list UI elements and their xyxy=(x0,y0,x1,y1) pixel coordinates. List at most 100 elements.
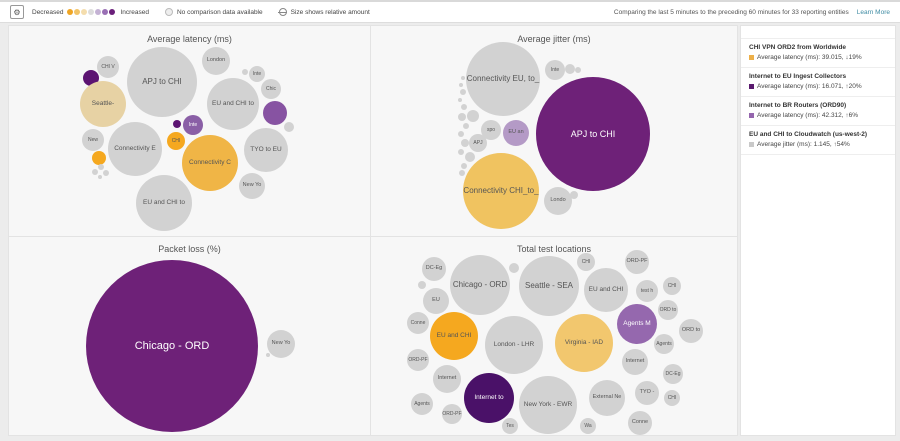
bubble-label: Agents xyxy=(414,400,430,407)
bubble-chic[interactable]: Chic xyxy=(261,79,281,99)
bubble-dot[interactable] xyxy=(458,149,464,155)
chart-title-packet-loss: Packet loss (%) xyxy=(158,244,221,254)
bubble-eu-and-chi-to[interactable]: EU and CHI to xyxy=(207,78,259,130)
bubble-dc-eg[interactable]: DC-Eg xyxy=(663,364,683,384)
learn-more-link[interactable]: Learn More xyxy=(856,8,890,16)
bubble-internet[interactable]: Internet xyxy=(433,365,461,393)
bubble-dot[interactable] xyxy=(461,76,465,80)
bubble-chi[interactable]: CHI xyxy=(664,390,680,406)
bubble-agents[interactable]: Agents xyxy=(654,334,674,354)
bubble-new-york-ewr[interactable]: New York - EWR xyxy=(519,376,577,434)
bubble-agents[interactable]: Agents xyxy=(411,393,433,415)
sidebar-entry[interactable]: CHI VPN ORD2 from Worldwide Average laten… xyxy=(741,39,895,68)
bubble-apj[interactable]: APJ xyxy=(469,134,487,152)
bubble-connectivity-c[interactable]: Connectivity C xyxy=(182,135,238,191)
bubble-label: Conne xyxy=(631,419,649,426)
bubble-dot[interactable] xyxy=(575,67,581,73)
bubble-dot[interactable] xyxy=(92,151,106,165)
bubble-ord-pf[interactable]: ORD-PF xyxy=(442,404,462,424)
bubble-eu[interactable]: EU xyxy=(423,288,449,314)
bubble-eu-and-chi[interactable]: EU and CHI xyxy=(584,268,628,312)
bubble-dot[interactable] xyxy=(459,83,463,87)
bubble-chicago-ord[interactable]: Chicago - ORD xyxy=(450,255,510,315)
bubble-dot[interactable] xyxy=(459,170,465,176)
bubble-agents-m[interactable]: Agents M xyxy=(617,304,657,344)
bubble-dot[interactable] xyxy=(570,191,578,199)
bubble-londo[interactable]: Londo xyxy=(544,187,572,215)
bubble-wa[interactable]: Wa xyxy=(580,418,596,434)
bubble-chi[interactable]: CHI xyxy=(167,132,185,150)
bubble-label: APJ to CHI xyxy=(142,77,182,86)
bubble-tyo-to-eu[interactable]: TYO to EU xyxy=(244,128,288,172)
bubble-dot[interactable] xyxy=(465,152,475,162)
bubble-dot[interactable] xyxy=(461,139,469,147)
bubble-label: Internet to xyxy=(474,393,504,401)
bubble-label: Internet xyxy=(437,375,457,382)
bubble-dc-eg[interactable]: DC-Eg xyxy=(422,257,446,281)
bubble-dot[interactable] xyxy=(242,69,248,75)
settings-gear-icon[interactable]: ⚙ xyxy=(10,5,24,19)
bubble-london[interactable]: London xyxy=(202,47,230,75)
sidebar-entry[interactable]: EU and CHI to Cloudwatch (us-west-2) Aver… xyxy=(741,126,895,155)
bubble-new[interactable]: New xyxy=(82,129,104,151)
bubble-ord-to[interactable]: ORD to xyxy=(658,300,678,320)
bubble-ord-to[interactable]: ORD to xyxy=(679,319,703,343)
bubble-chi-v[interactable]: CHI V xyxy=(97,56,119,78)
bubble-tyo[interactable]: TYO - xyxy=(635,381,659,405)
bubble-dot[interactable] xyxy=(266,353,270,357)
bubble-dot[interactable] xyxy=(565,64,575,74)
bubble-dot[interactable] xyxy=(461,163,467,169)
bubble-conne[interactable]: Conne xyxy=(407,312,429,334)
bubble-dot[interactable] xyxy=(418,281,426,289)
bubble-eu-and-chi[interactable]: EU and CHI xyxy=(430,312,478,360)
bubble-label: ORD-PF xyxy=(442,410,462,417)
bubble-inte[interactable]: Inte xyxy=(183,115,203,135)
bubble-dot[interactable] xyxy=(458,131,464,137)
bubble-connectivity-chi-to[interactable]: Connectivity CHI_to_ xyxy=(463,153,539,229)
bubble-dot[interactable] xyxy=(98,175,102,179)
bubble-label: New xyxy=(87,136,98,143)
bubble-conne[interactable]: Conne xyxy=(628,411,652,435)
bubble-seattle[interactable]: Seattle- xyxy=(80,81,126,127)
bubble-dot[interactable] xyxy=(103,170,109,176)
bubble-apj-to-chi[interactable]: APJ to CHI xyxy=(536,77,650,191)
bubble-dot[interactable] xyxy=(509,263,519,273)
bubble-connectivity-e[interactable]: Connectivity E xyxy=(108,122,162,176)
bubble-dot[interactable] xyxy=(467,110,479,122)
bubble-internet-to[interactable]: Internet to xyxy=(464,373,514,423)
bubble-connectivity-eu-to[interactable]: Connectivity EU, to_ xyxy=(466,42,540,116)
bubble-inte[interactable]: Inte xyxy=(545,60,565,80)
bubble-external-ne[interactable]: External Ne xyxy=(589,380,625,416)
bubble-dot[interactable] xyxy=(463,123,469,129)
bubble-new-yo[interactable]: New Yo xyxy=(239,173,265,199)
bubble-label: EU and CHI to xyxy=(212,99,254,107)
bubble-tes[interactable]: Tes xyxy=(502,418,518,434)
bubble-eu-and-chi-to[interactable]: EU and CHI to xyxy=(136,175,192,231)
bubble-test-h[interactable]: test h xyxy=(636,280,658,302)
bubble-dot[interactable] xyxy=(461,104,467,110)
bubble-spo[interactable]: spo xyxy=(481,120,501,140)
bubble-apj-to-chi[interactable]: APJ to CHI xyxy=(127,47,197,117)
bubble-virginia-iad[interactable]: Virginia - IAD xyxy=(555,314,613,372)
bubble-chicago-ord[interactable]: Chicago - ORD xyxy=(86,260,258,432)
bubble-chi[interactable]: CHI xyxy=(577,253,595,271)
bubble-ord-pf[interactable]: ORD-PF xyxy=(625,250,649,274)
bubble-ord-pf[interactable]: ORD-PF xyxy=(407,349,429,371)
bubble-dot[interactable] xyxy=(92,169,98,175)
bubble-internet[interactable]: Internet xyxy=(622,349,648,375)
bubble-london-lhr[interactable]: London - LHR xyxy=(485,316,543,374)
bubble-dot[interactable] xyxy=(263,101,287,125)
sidebar-entry[interactable]: Internet to BR Routers (ORD90) Average la… xyxy=(741,97,895,126)
bubble-dot[interactable] xyxy=(458,98,462,102)
bubble-inte[interactable]: Inte xyxy=(249,66,265,82)
bubble-seattle-sea[interactable]: Seattle - SEA xyxy=(519,256,579,316)
bubble-dot[interactable] xyxy=(460,89,466,95)
bubble-eu-an[interactable]: EU an xyxy=(503,120,529,146)
sidebar-entry[interactable]: Internet to EU Ingest Collectors Average … xyxy=(741,68,895,97)
bubble-dot[interactable] xyxy=(173,120,181,128)
bubble-dot[interactable] xyxy=(458,113,466,121)
bubble-dot[interactable] xyxy=(284,122,294,132)
bubble-chi[interactable]: CHI xyxy=(663,277,681,295)
bubble-dot[interactable] xyxy=(98,164,104,170)
bubble-new-yo[interactable]: New Yo xyxy=(267,330,295,358)
